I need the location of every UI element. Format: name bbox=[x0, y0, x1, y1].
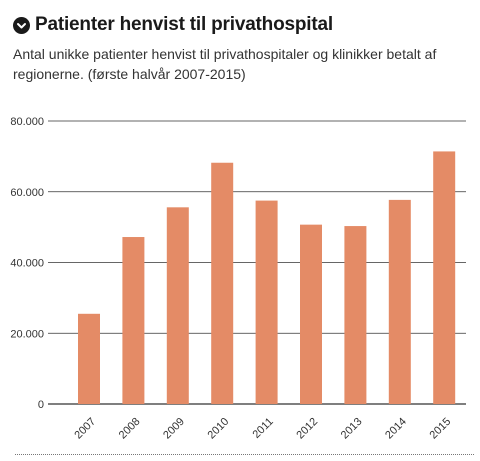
x-tick-label: 2012 bbox=[294, 416, 320, 442]
bar-2008 bbox=[122, 237, 145, 404]
x-tick-label: 2009 bbox=[161, 416, 187, 442]
bar-2011 bbox=[255, 200, 278, 404]
chart-header: Patienter henvist til privathospital Ant… bbox=[13, 12, 470, 84]
bar-2010 bbox=[211, 162, 234, 404]
y-tick-label: 60.000 bbox=[10, 187, 44, 199]
bar-2007 bbox=[78, 313, 100, 404]
y-tick-label: 40.000 bbox=[10, 258, 44, 270]
y-tick-label: 0 bbox=[38, 399, 44, 411]
bar-2009 bbox=[166, 207, 189, 404]
bar-2012 bbox=[300, 224, 322, 404]
title-row: Patienter henvist til privathospital bbox=[13, 12, 470, 38]
bar-2015 bbox=[433, 151, 456, 404]
chart-subtitle: Antal unikke patienter henvist til priva… bbox=[13, 46, 437, 82]
bar-2013 bbox=[344, 226, 367, 404]
x-axis-ticks: 2007 2008 2009 2010 2011 2012 2013 2014 2015 bbox=[72, 416, 453, 442]
y-tick-label: 80.000 bbox=[10, 116, 44, 128]
x-tick-label: 2015 bbox=[428, 416, 454, 442]
x-tick-label: 2010 bbox=[206, 416, 232, 442]
y-tick-label: 20.000 bbox=[10, 328, 44, 340]
x-tick-label: 2011 bbox=[251, 416, 276, 441]
y-axis-ticks: 0 20.000 40.000 60.000 80.000 bbox=[10, 116, 44, 411]
x-tick-label: 2013 bbox=[339, 416, 365, 442]
bars bbox=[78, 151, 456, 404]
x-tick-label: 2007 bbox=[72, 416, 98, 442]
bar-2014 bbox=[388, 199, 411, 404]
footer-divider bbox=[15, 454, 474, 455]
x-tick-label: 2014 bbox=[383, 416, 409, 442]
chart-title: Patienter henvist til privathospital bbox=[35, 14, 333, 35]
chevron-down-icon[interactable] bbox=[13, 16, 30, 34]
x-tick-label: 2008 bbox=[117, 416, 143, 442]
